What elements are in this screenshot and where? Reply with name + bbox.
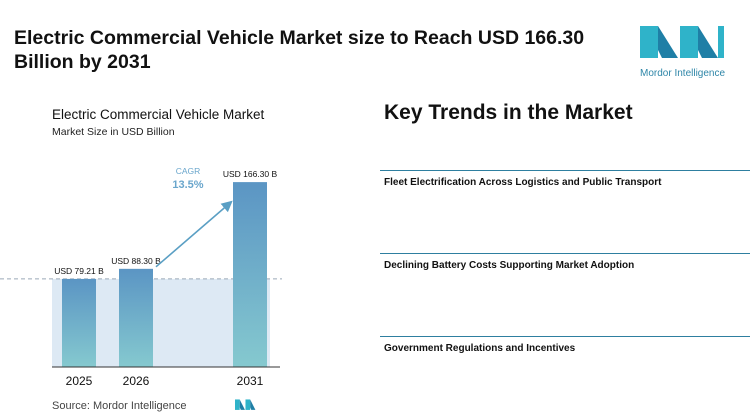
data-label-2026: USD 88.30 B — [111, 256, 161, 266]
x-tick-2031: 2031 — [237, 374, 264, 388]
data-label-2025: USD 79.21 B — [54, 266, 104, 276]
x-tick-2026: 2026 — [123, 374, 150, 388]
cagr-value: 13.5% — [172, 179, 203, 191]
mordor-logo-icon — [640, 26, 724, 58]
trend-item: Fleet Electrification Across Logistics a… — [380, 170, 750, 188]
cagr-label: CAGR — [176, 166, 201, 176]
bar-2025 — [62, 278, 96, 367]
market-size-chart: USD 79.21 B 2025 USD 88.30 B 2026 USD 166.30… — [0, 166, 282, 388]
trend-label: Declining Battery Costs Supporting Marke… — [384, 260, 635, 271]
trend-label: Fleet Electrification Across Logistics a… — [384, 177, 662, 188]
key-trends-title: Key Trends in the Market — [384, 101, 633, 124]
mordor-small-logo-icon — [235, 399, 256, 410]
chart-title: Electric Commercial Vehicle Market — [52, 107, 265, 122]
chart-subtitle: Market Size in USD Billion — [52, 126, 175, 138]
bar-2031 — [233, 182, 267, 367]
trend-item: Government Regulations and Incentives — [380, 336, 750, 354]
chart-source: Source: Mordor Intelligence — [52, 400, 187, 412]
headline: Electric Commercial Vehicle Market size … — [14, 27, 585, 73]
x-tick-2025: 2025 — [66, 374, 93, 388]
cagr-arrow — [155, 200, 233, 268]
trend-label: Government Regulations and Incentives — [384, 343, 576, 354]
bar-2026 — [119, 268, 153, 367]
brand-name: Mordor Intelligence — [640, 68, 726, 79]
data-label-2031: USD 166.30 B — [223, 169, 278, 179]
trend-item: Declining Battery Costs Supporting Marke… — [380, 253, 750, 271]
